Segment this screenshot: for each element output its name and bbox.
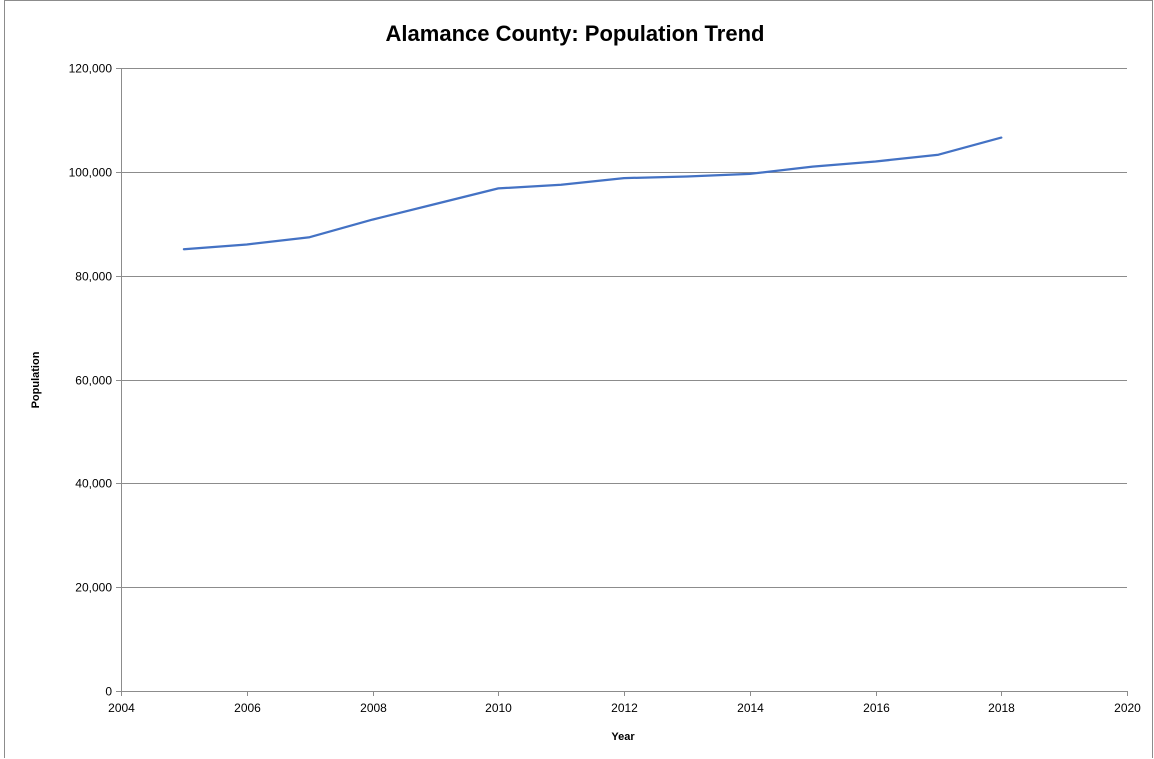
x-axis-tick-labels: 2004 2006 2008 2010 2012 2014 2016 2018 2020 <box>108 701 1141 715</box>
y-axis-tick-labels: 0 20,000 40,000 60,000 80,000 100,000 120,000 <box>69 62 113 699</box>
y-tick-label: 20,000 <box>75 581 112 595</box>
population-series-line <box>182 136 1003 251</box>
x-axis-title: Year <box>611 731 635 743</box>
gridlines <box>121 68 1127 588</box>
x-tick-label: 2020 <box>1114 701 1141 715</box>
y-tick-label: 120,000 <box>69 62 113 76</box>
x-tick-label: 2014 <box>737 701 764 715</box>
x-tick-label: 2012 <box>611 701 638 715</box>
y-tick-label: 60,000 <box>75 374 112 388</box>
chart-frame <box>4 0 1153 758</box>
y-axis-title: Population <box>30 351 42 408</box>
y-tick-label: 80,000 <box>75 270 112 284</box>
y-tick-label: 40,000 <box>75 477 112 491</box>
y-tick-label: 100,000 <box>69 166 113 180</box>
series-layer <box>182 136 1003 251</box>
axes <box>116 68 1128 696</box>
x-tick-label: 2008 <box>360 701 387 715</box>
x-tick-label: 2018 <box>988 701 1015 715</box>
y-tick-label: 0 <box>105 685 112 699</box>
x-tick-label: 2016 <box>863 701 890 715</box>
x-tick-label: 2006 <box>234 701 261 715</box>
x-tick-label: 2010 <box>485 701 512 715</box>
chart-title: Alamance County: Population Trend <box>386 21 765 46</box>
x-tick-label: 2004 <box>108 701 135 715</box>
